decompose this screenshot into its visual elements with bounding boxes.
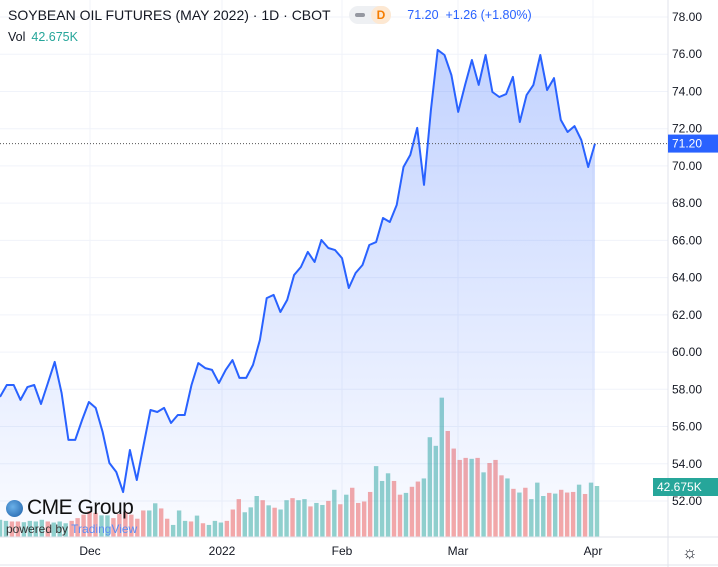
price-change: +1.26 [445, 8, 478, 22]
x-tick-label: Mar [448, 544, 469, 558]
logo-text: CME Group [27, 496, 134, 519]
last-volume-badge-text: 42.675K [657, 480, 702, 494]
x-tick-label: Dec [79, 544, 100, 558]
volume-legend: Vol 42.675K [8, 30, 78, 44]
symbol-title: SOYBEAN OIL FUTURES (MAY 2022) · 1D · CB… [8, 7, 331, 23]
gear-icon[interactable]: ☼ [682, 543, 698, 562]
y-tick-label: 68.00 [672, 196, 702, 210]
y-tick-label: 60.00 [672, 345, 702, 359]
y-tick-label: 52.00 [672, 494, 702, 508]
y-tick-label: 54.00 [672, 457, 702, 471]
volume-bar [594, 486, 600, 537]
cme-logo[interactable]: CME Group powered by TradingView [6, 496, 137, 536]
chart-header: SOYBEAN OIL FUTURES (MAY 2022) · 1D · CB… [8, 6, 532, 24]
price-area [0, 49, 595, 538]
y-tick-label: 56.00 [672, 420, 702, 434]
y-tick-label: 78.00 [672, 10, 702, 24]
market-status-pill[interactable]: D [348, 6, 392, 24]
y-tick-label: 76.00 [672, 47, 702, 61]
y-tick-label: 70.00 [672, 159, 702, 173]
last-volume-badge [653, 478, 718, 496]
y-tick-label: 66.00 [672, 233, 702, 247]
last-price-badge-text: 71.20 [672, 137, 702, 151]
last-price-badge [668, 134, 718, 153]
volume-value: 42.675K [31, 30, 78, 44]
price-change-pct: (+1.80%) [480, 8, 532, 22]
x-tick-label: Apr [584, 544, 603, 558]
tradingview-link[interactable]: TradingView [71, 522, 138, 536]
quote: 71.20 +1.26 (+1.80%) [407, 8, 531, 22]
y-tick-label: 62.00 [672, 308, 702, 322]
price-line [0, 48, 596, 494]
delayed-badge: D [370, 6, 392, 24]
y-tick-label: 64.00 [672, 271, 702, 285]
y-tick-label: 74.00 [672, 84, 702, 98]
last-price: 71.20 [407, 8, 439, 22]
y-tick-label: 72.00 [672, 122, 702, 136]
volume-label: Vol [8, 30, 26, 44]
powered-by: powered by [6, 522, 69, 536]
x-tick-label: Feb [332, 544, 353, 558]
minus-icon [354, 13, 365, 17]
globe-icon [6, 499, 23, 517]
y-tick-label: 58.00 [672, 382, 702, 396]
x-tick-label: 2022 [209, 544, 236, 558]
